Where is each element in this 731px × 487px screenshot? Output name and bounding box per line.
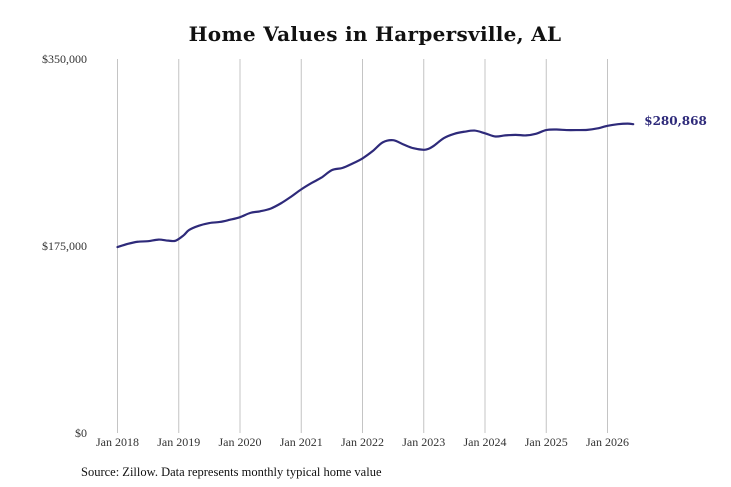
latest-value-label: $280,868 <box>644 114 707 128</box>
x-tick-label: Jan 2022 <box>341 435 384 449</box>
source-note: Source: Zillow. Data represents monthly … <box>81 465 382 479</box>
x-tick-label: Jan 2026 <box>586 435 629 449</box>
home-value-line <box>116 122 635 249</box>
x-tick-label: Jan 2018 <box>96 435 139 449</box>
chart-title: Home Values in Harpersville, AL <box>188 22 562 46</box>
grid-lines <box>117 59 608 433</box>
y-tick-label: $350,000 <box>42 52 87 66</box>
x-tick-label: Jan 2023 <box>402 435 445 449</box>
x-tick-label: Jan 2020 <box>219 435 262 449</box>
y-axis-tick-labels: $0 $175,000 $350,000 <box>42 52 87 440</box>
x-axis-tick-labels: Jan 2018 Jan 2019 Jan 2020 Jan 2021 Jan 2022… <box>96 435 629 449</box>
x-tick-label: Jan 2025 <box>525 435 568 449</box>
x-tick-label: Jan 2024 <box>464 435 507 449</box>
annotation-layer: $280,868 <box>644 114 707 128</box>
y-tick-label: $0 <box>75 426 87 440</box>
series-layer <box>116 122 635 249</box>
y-tick-label: $175,000 <box>42 239 87 253</box>
x-tick-label: Jan 2019 <box>157 435 200 449</box>
x-tick-label: Jan 2021 <box>280 435 323 449</box>
